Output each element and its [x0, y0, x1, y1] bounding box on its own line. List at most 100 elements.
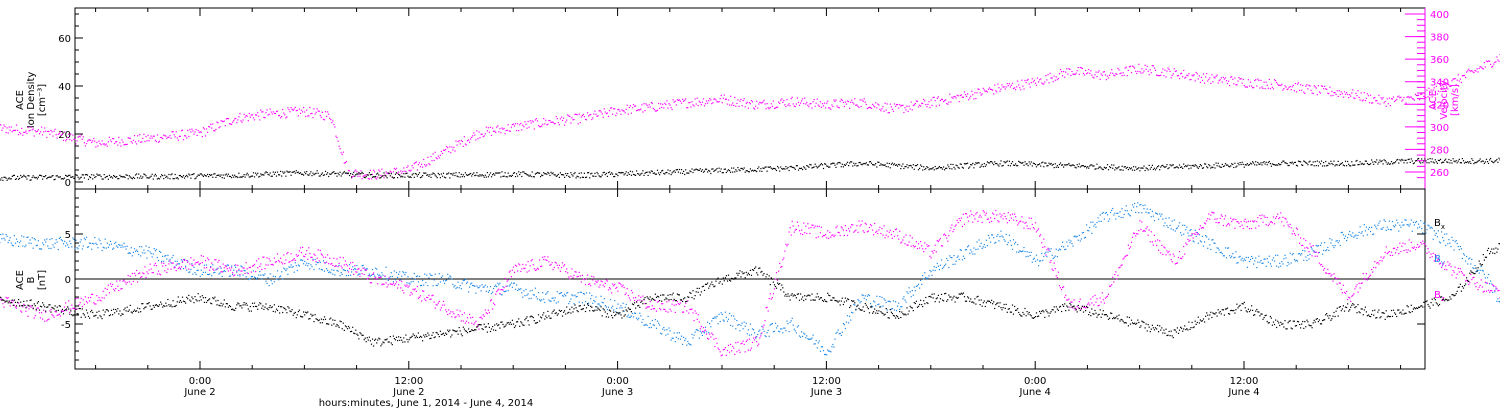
density-series-point [100, 175, 102, 178]
density-series-point [982, 166, 984, 168]
by-series-point [287, 273, 289, 275]
xtick-time-label: 0:00 [189, 376, 211, 387]
density-series-point [587, 172, 589, 174]
density-series-point [936, 167, 938, 170]
by-series-point [1016, 251, 1018, 253]
density-series-point [1459, 162, 1461, 164]
by-series-point [1299, 253, 1301, 255]
density-series-point [818, 165, 820, 167]
velocity-series-point [511, 124, 513, 126]
by-series-point [579, 291, 581, 293]
density-series-point [1050, 162, 1052, 165]
velocity-series-point [1079, 66, 1081, 69]
density-series-point [656, 169, 659, 171]
by-series-point [447, 273, 449, 275]
velocity-series-point [648, 104, 650, 106]
density-series-point [1147, 169, 1149, 171]
density-series-point [223, 177, 225, 179]
density-series-point [725, 171, 727, 174]
by-series-point [797, 325, 800, 327]
velocity-series-point [836, 105, 838, 107]
velocity-series-point [451, 146, 453, 148]
by-series-point [819, 350, 821, 352]
by-series-point [239, 275, 241, 277]
density-series-point [178, 174, 180, 177]
density-series-point [316, 170, 318, 172]
velocity-series-point [1486, 61, 1489, 63]
velocity-series-point [279, 115, 281, 117]
density-series-point [61, 178, 63, 180]
by-series-point [264, 273, 266, 275]
by-series-point [217, 267, 219, 269]
velocity-series-point [433, 159, 435, 161]
by-series-point [520, 288, 522, 290]
velocity-series-point [978, 88, 980, 90]
velocity-series-point [727, 99, 730, 101]
velocity-series-point [794, 106, 796, 108]
density-series-point [97, 174, 99, 176]
by-series-point [783, 327, 785, 329]
density-series-point [938, 166, 940, 168]
velocity-series-point [1396, 98, 1398, 100]
density-series-point [324, 170, 327, 172]
velocity-series-point [571, 117, 573, 119]
by-series-point [415, 276, 417, 278]
density-series-point [1352, 164, 1354, 166]
velocity-series-point [475, 139, 477, 141]
density-series-point [521, 175, 523, 178]
by-series-point [895, 301, 897, 303]
velocity-series-point [329, 117, 331, 119]
density-series-point [1236, 165, 1238, 167]
density-series-point [598, 175, 600, 177]
by-series-point [373, 273, 375, 275]
by-series-point [410, 281, 412, 283]
by-series-point [941, 267, 944, 270]
by-series-point [1075, 236, 1077, 238]
velocity-series-point [324, 111, 327, 113]
density-series-point [260, 173, 262, 175]
density-series-point [1176, 166, 1178, 168]
by-series-point [105, 247, 107, 249]
density-series-point [67, 175, 69, 177]
velocity-series-point [57, 133, 59, 135]
density-series-point [89, 176, 91, 178]
velocity-series-point [683, 100, 685, 102]
velocity-series-point [144, 140, 146, 143]
density-series-point [56, 175, 58, 177]
density-series-point [24, 175, 26, 177]
velocity-series-point [1483, 62, 1485, 64]
density-series-point [477, 175, 479, 177]
velocity-series-point [769, 107, 771, 109]
velocity-series-point [181, 129, 184, 131]
velocity-series-point [670, 107, 672, 109]
by-series-point [903, 296, 905, 298]
density-series-point [219, 175, 221, 177]
by-series-point [334, 274, 336, 276]
by-series-point [371, 268, 374, 271]
density-series-point [795, 165, 797, 167]
density-series-point [1199, 164, 1201, 166]
by-series-point [962, 255, 964, 257]
velocity-series-point [113, 138, 115, 140]
velocity-series-point [51, 131, 53, 133]
density-series-point [216, 174, 218, 177]
by-series-point [313, 268, 315, 271]
velocity-series-point [1156, 74, 1158, 76]
by-series-point [991, 234, 993, 236]
velocity-series-point [1261, 86, 1263, 88]
velocity-series-point [1113, 74, 1115, 76]
density-series-point [1454, 161, 1456, 163]
velocity-series-point [1226, 82, 1229, 85]
density-series-point [1409, 161, 1411, 163]
by-series-point [276, 270, 279, 272]
density-series-point [751, 169, 754, 171]
by-series-point [169, 258, 171, 260]
velocity-series-point [1087, 72, 1089, 74]
density-series-point [824, 163, 826, 165]
velocity-series-point [141, 141, 143, 143]
by-series-point [582, 293, 584, 295]
by-series-point [868, 295, 871, 297]
velocity-series-point [1323, 88, 1325, 90]
xtick-date-label: June 2 [183, 387, 215, 398]
by-series-point [79, 241, 81, 243]
